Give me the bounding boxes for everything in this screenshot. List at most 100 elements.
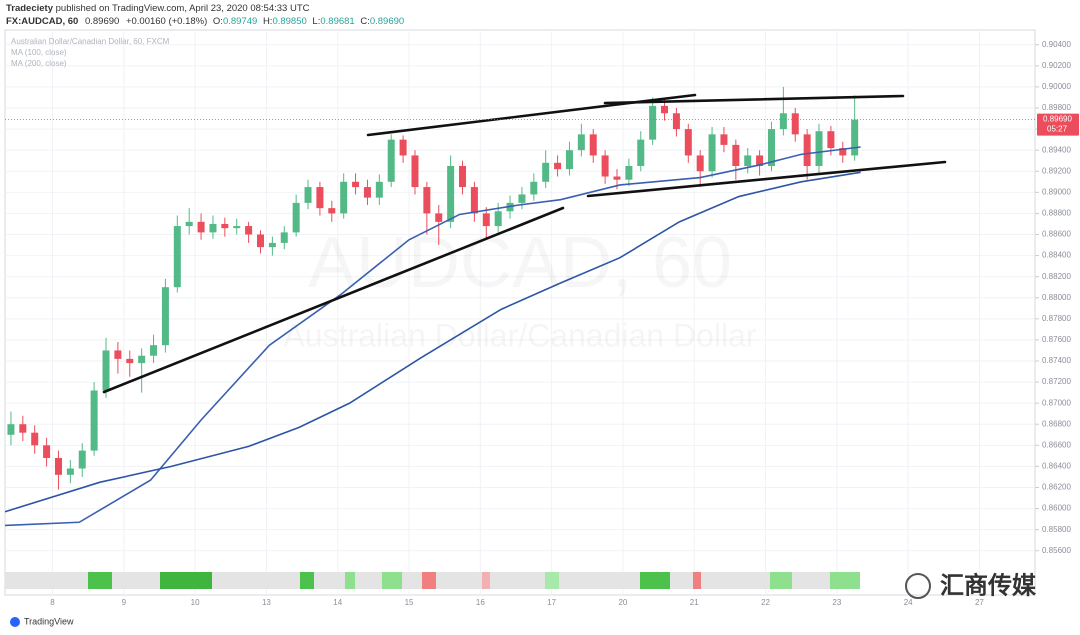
candle-body [459, 165, 467, 188]
x-tick-label: 13 [262, 598, 271, 607]
y-tick-label: 0.87400 [1042, 356, 1071, 365]
brand: TradingView [24, 616, 74, 626]
header-line: Tradeciety published on TradingView.com,… [6, 3, 310, 14]
ohlc-label: H: [263, 16, 273, 27]
y-tick-label: 0.88800 [1042, 209, 1071, 218]
candle-body [7, 424, 15, 435]
candle-body [375, 181, 383, 198]
candle-body [316, 187, 324, 209]
ma-line [4, 171, 861, 513]
last-price-label: 0.89690 [1043, 115, 1072, 124]
candle-body [482, 213, 490, 227]
trendlines [102, 93, 947, 394]
strip-block [693, 572, 701, 589]
brand-logo [10, 617, 20, 627]
candle-body [589, 134, 597, 156]
strip-block [422, 572, 436, 589]
candle-body [66, 468, 74, 475]
y-tick-label: 0.85800 [1042, 525, 1071, 534]
plot-frame [4, 29, 1036, 596]
candle-body [756, 155, 764, 166]
candle-body [815, 131, 823, 166]
candle-body [197, 221, 205, 233]
candle-body [661, 105, 669, 114]
x-tick-label: 8 [50, 598, 55, 607]
published: published on TradingView.com, April 23, … [56, 3, 310, 14]
candle-body [387, 139, 395, 182]
legend-entry: MA (200, close) [11, 59, 67, 68]
candle-body [233, 226, 241, 229]
y-tick-label: 0.87200 [1042, 377, 1071, 386]
candle-body [126, 358, 134, 364]
candle-body [851, 119, 859, 156]
y-tick-label: 0.90200 [1042, 61, 1071, 70]
candle-body [732, 144, 740, 166]
x-tick-label: 15 [405, 598, 414, 607]
y-tick-label: 0.86600 [1042, 440, 1071, 449]
x-tick-label: 22 [761, 598, 770, 607]
ohlc-label: C: [360, 16, 370, 27]
candle-body [31, 432, 39, 446]
y-tick-label: 0.89000 [1042, 187, 1071, 196]
candle-body [613, 176, 621, 180]
candle-body [779, 113, 787, 130]
candle-body [625, 165, 633, 180]
y-tick-label: 0.86400 [1042, 462, 1071, 471]
candle-body [114, 350, 122, 359]
x-tick-label: 10 [191, 598, 200, 607]
trendline [586, 160, 947, 198]
y-tick-label: 0.89200 [1042, 166, 1071, 175]
ohlc-value: 0.89690 [370, 16, 404, 27]
candle-body [19, 424, 27, 433]
candle-body [518, 194, 526, 203]
candle-body [340, 181, 348, 214]
candle-body [803, 134, 811, 166]
strip-block [88, 572, 112, 589]
y-tick-label: 0.87800 [1042, 314, 1071, 323]
footer-watermark: 汇商传媒 [940, 571, 1037, 599]
x-tick-label: 21 [690, 598, 699, 607]
candle-body [767, 129, 775, 166]
legend-entry: MA (100, close) [11, 48, 67, 57]
strip-block [300, 572, 314, 589]
x-tick-label: 24 [904, 598, 913, 607]
y-tick-label: 0.87600 [1042, 335, 1071, 344]
y-tick-label: 0.88000 [1042, 293, 1071, 302]
ohlc-label: L: [312, 16, 320, 27]
strip-block [545, 572, 559, 589]
candle-body [649, 105, 657, 140]
candle-body [435, 213, 443, 222]
candle-body [744, 155, 752, 166]
candle-body [494, 211, 502, 227]
candle-body [684, 129, 692, 156]
y-tick-label: 0.85600 [1042, 546, 1071, 555]
candle-body [138, 355, 146, 364]
ohlc-label: O: [213, 16, 223, 27]
candle-body [637, 139, 645, 166]
y-tick-label: 0.86800 [1042, 419, 1071, 428]
y-tick-label: 0.86200 [1042, 483, 1071, 492]
strip-block [770, 572, 792, 589]
candle-body [245, 226, 253, 235]
candle-body [601, 155, 609, 177]
candle-body [185, 221, 193, 227]
last: 0.89690 [85, 16, 119, 27]
y-tick-label: 0.86000 [1042, 504, 1071, 513]
watermark-description: Australian Dollar/Canadian Dollar [283, 317, 756, 353]
candle-body [102, 350, 110, 391]
x-tick-label: 9 [122, 598, 127, 607]
candle-body [161, 287, 169, 346]
ohlc-value: 0.89681 [320, 16, 354, 27]
legend-title: Australian Dollar/Canadian Dollar, 60, F… [11, 37, 170, 46]
strip-block [830, 572, 860, 589]
candle-body [530, 181, 538, 195]
candle-body [411, 155, 419, 188]
ma-line [4, 146, 861, 527]
y-tick-label: 0.90000 [1042, 82, 1071, 91]
footer: TradingView 汇商传媒 [10, 571, 1037, 627]
candle-body [292, 202, 300, 233]
countdown: 05:27 [1047, 125, 1068, 134]
candle-body [173, 226, 181, 288]
candle-body [90, 390, 98, 451]
trendline [603, 94, 905, 105]
